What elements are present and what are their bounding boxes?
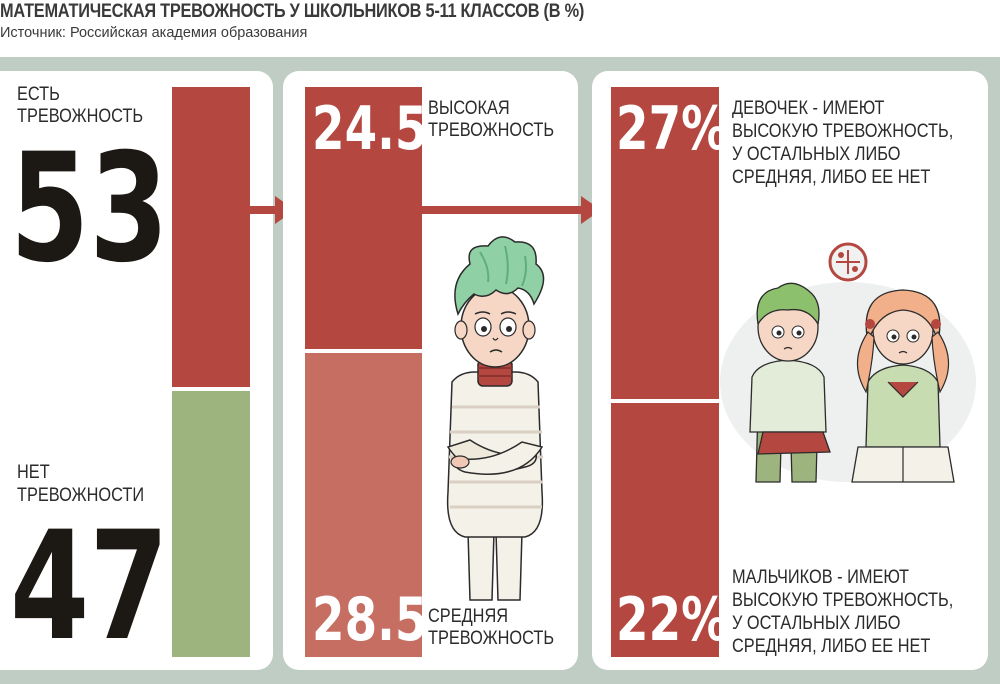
bar-boys-high-anxiety	[611, 403, 719, 657]
label-has-anxiety-line2: ТРЕВОЖНОСТЬ	[17, 106, 144, 127]
label-medium-anxiety-line2: ТРЕВОЖНОСТЬ	[428, 628, 555, 649]
text-girls-line4: СРЕДНЯЯ, ЛИБО ЕЕ НЕТ	[732, 167, 931, 188]
arrow-right-icon	[415, 196, 601, 224]
text-girls-line1: ДЕВОЧЕК - ИМЕЮТ	[732, 98, 885, 119]
value-medium-anxiety: 28.5	[312, 585, 428, 655]
worried-student-illustration	[446, 236, 545, 601]
text-boys-line3: У ОСТАЛЬНЫХ ЛИБО	[732, 613, 901, 634]
value-no-anxiety: 47	[10, 500, 169, 674]
header: МАТЕМАТИЧЕСКАЯ ТРЕВОЖНОСТЬ У ШКОЛЬНИКОВ …	[0, 0, 1000, 52]
text-girls-line2: ВЫСОКУЮ ТРЕВОЖНОСТЬ,	[732, 121, 954, 142]
label-has-anxiety-line1: ЕСТЬ	[17, 84, 60, 105]
value-boys: 22%	[616, 585, 729, 655]
students-with-books-illustration	[720, 242, 976, 483]
text-girls-line3: У ОСТАЛЬНЫХ ЛИБО	[732, 144, 901, 165]
bar-has-anxiety	[172, 87, 250, 387]
label-no-anxiety-line2: ТРЕВОЖНОСТИ	[17, 485, 145, 506]
chart-source: Источник: Российская академия образовани…	[0, 25, 308, 41]
value-high-anxiety: 24.5	[312, 94, 428, 164]
label-no-anxiety-line1: НЕТ	[17, 462, 50, 483]
bar-girls-high-anxiety	[611, 87, 719, 399]
bar-no-anxiety	[172, 391, 250, 657]
bar-medium-anxiety	[305, 353, 422, 657]
text-boys-line4: СРЕДНЯЯ, ЛИБО ЕЕ НЕТ	[732, 636, 931, 657]
value-girls: 27%	[616, 94, 729, 164]
text-boys-line1: МАЛЬЧИКОВ - ИМЕЮТ	[732, 567, 909, 588]
text-boys-line2: ВЫСОКУЮ ТРЕВОЖНОСТЬ,	[732, 590, 954, 611]
chart-title: МАТЕМАТИЧЕСКАЯ ТРЕВОЖНОСТЬ У ШКОЛЬНИКОВ …	[0, 1, 585, 22]
label-medium-anxiety-line1: СРЕДНЯЯ	[428, 606, 509, 627]
value-has-anxiety: 53	[10, 122, 169, 296]
bar-high-anxiety	[305, 87, 422, 349]
label-high-anxiety-line1: ВЫСОКАЯ	[428, 98, 510, 119]
label-high-anxiety-line2: ТРЕВОЖНОСТЬ	[428, 120, 555, 141]
